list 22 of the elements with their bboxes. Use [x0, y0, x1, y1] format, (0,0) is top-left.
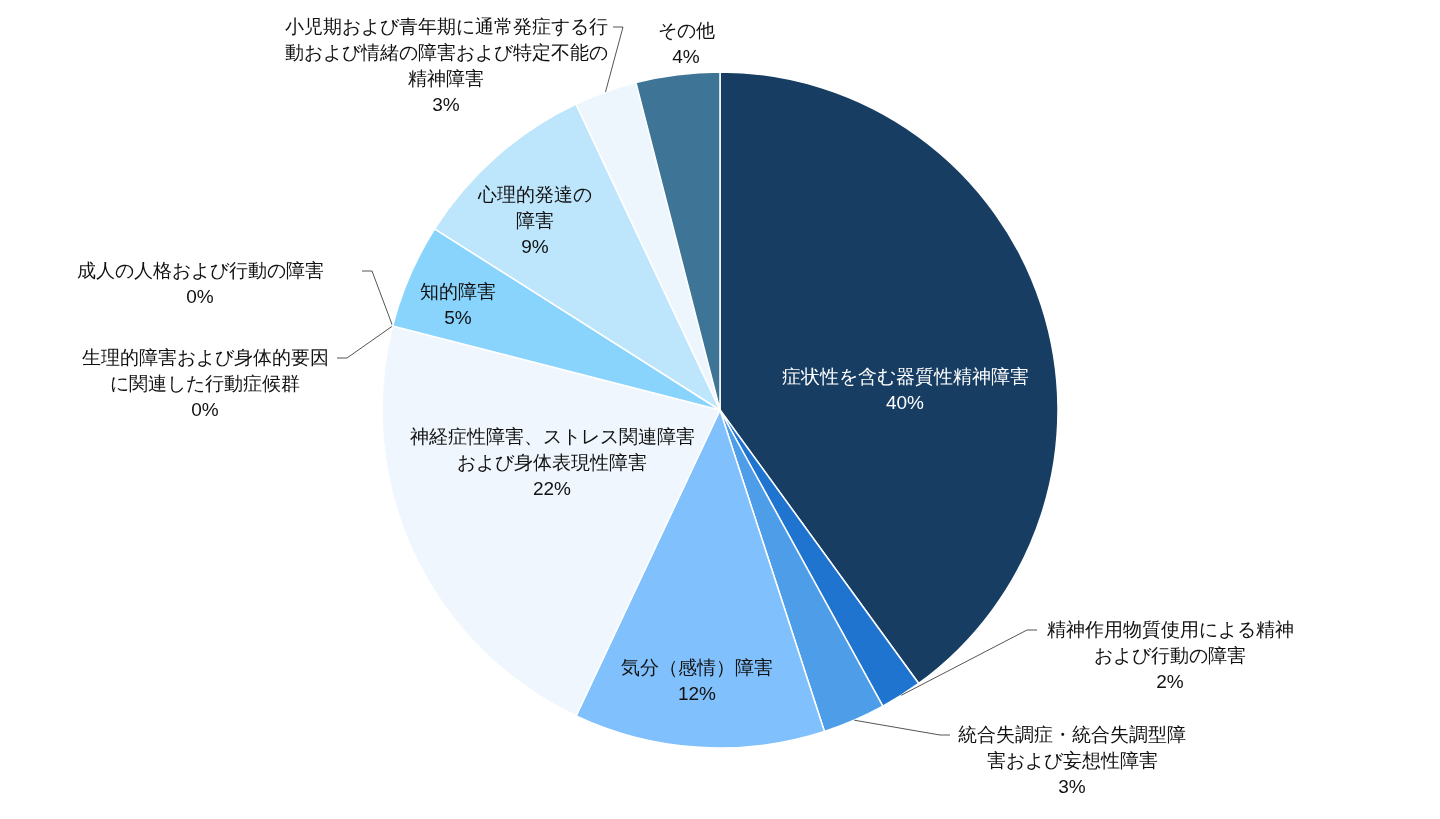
- data-label: 2%: [1155, 670, 1185, 694]
- category-label: 成人の人格および行動の障害: [76, 260, 324, 281]
- data-label: 5%: [443, 306, 473, 330]
- slice-label: 心理的発達の障害: [477, 183, 593, 233]
- data-label: 22%: [532, 477, 572, 501]
- data-label: 4%: [671, 45, 701, 69]
- slice-label: 症状性を含む器質性精神障害: [780, 365, 1030, 389]
- data-label: 40%: [885, 391, 925, 415]
- data-label: 9%: [520, 235, 550, 259]
- slice-label: 統合失調症・統合失調型障害および妄想性障害: [957, 723, 1187, 773]
- category-label: 生理的障害および身体的要因に関連した行動症候群: [81, 347, 329, 394]
- slice-label: 知的障害: [419, 280, 497, 304]
- slice-label: 小児期および青年期に通常発症する行動および情緒の障害および特定不能の精神障害: [283, 15, 609, 91]
- slice-label: 神経症性障害、ストレス関連障害および身体表現性障害: [409, 425, 695, 475]
- data-label: 3%: [431, 93, 461, 117]
- slice-label: 気分（感情）障害: [620, 656, 774, 680]
- data-label: 12%: [677, 682, 717, 706]
- text: 0%: [191, 399, 219, 420]
- slice-label: その他: [656, 19, 716, 43]
- slice-label: 精神作用物質使用による精神および行動の障害: [1045, 618, 1295, 668]
- text: 0%: [186, 286, 214, 307]
- data-label: 3%: [1057, 775, 1087, 799]
